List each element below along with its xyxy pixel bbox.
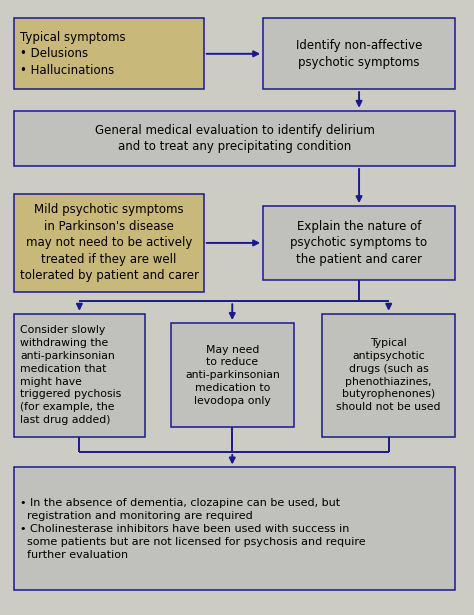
FancyBboxPatch shape [14,467,455,590]
Text: Mild psychotic symptoms
in Parkinson's disease
may not need to be actively
treat: Mild psychotic symptoms in Parkinson's d… [19,204,199,282]
Text: Consider slowly
withdrawing the
anti-parkinsonian
medication that
might have
tri: Consider slowly withdrawing the anti-par… [20,325,121,425]
Text: • In the absence of dementia, clozapine can be used, but
  registration and moni: • In the absence of dementia, clozapine … [20,498,365,560]
Text: Typical
antipsychotic
drugs (such as
phenothiazines,
butyrophenones)
should not : Typical antipsychotic drugs (such as phe… [337,338,441,412]
FancyBboxPatch shape [14,194,204,292]
FancyBboxPatch shape [263,18,455,89]
FancyBboxPatch shape [171,323,294,427]
Text: General medical evaluation to identify delirium
and to treat any precipitating c: General medical evaluation to identify d… [95,124,374,153]
Text: May need
to reduce
anti-parkinsonian
medication to
levodopa only: May need to reduce anti-parkinsonian med… [185,344,280,406]
Text: Typical symptoms
• Delusions
• Hallucinations: Typical symptoms • Delusions • Hallucina… [20,31,126,77]
FancyBboxPatch shape [263,206,455,280]
FancyBboxPatch shape [322,314,455,437]
FancyBboxPatch shape [14,111,455,166]
Text: Explain the nature of
psychotic symptoms to
the patient and carer: Explain the nature of psychotic symptoms… [291,220,428,266]
Text: Identify non-affective
psychotic symptoms: Identify non-affective psychotic symptom… [296,39,422,68]
FancyBboxPatch shape [14,18,204,89]
FancyBboxPatch shape [14,314,145,437]
